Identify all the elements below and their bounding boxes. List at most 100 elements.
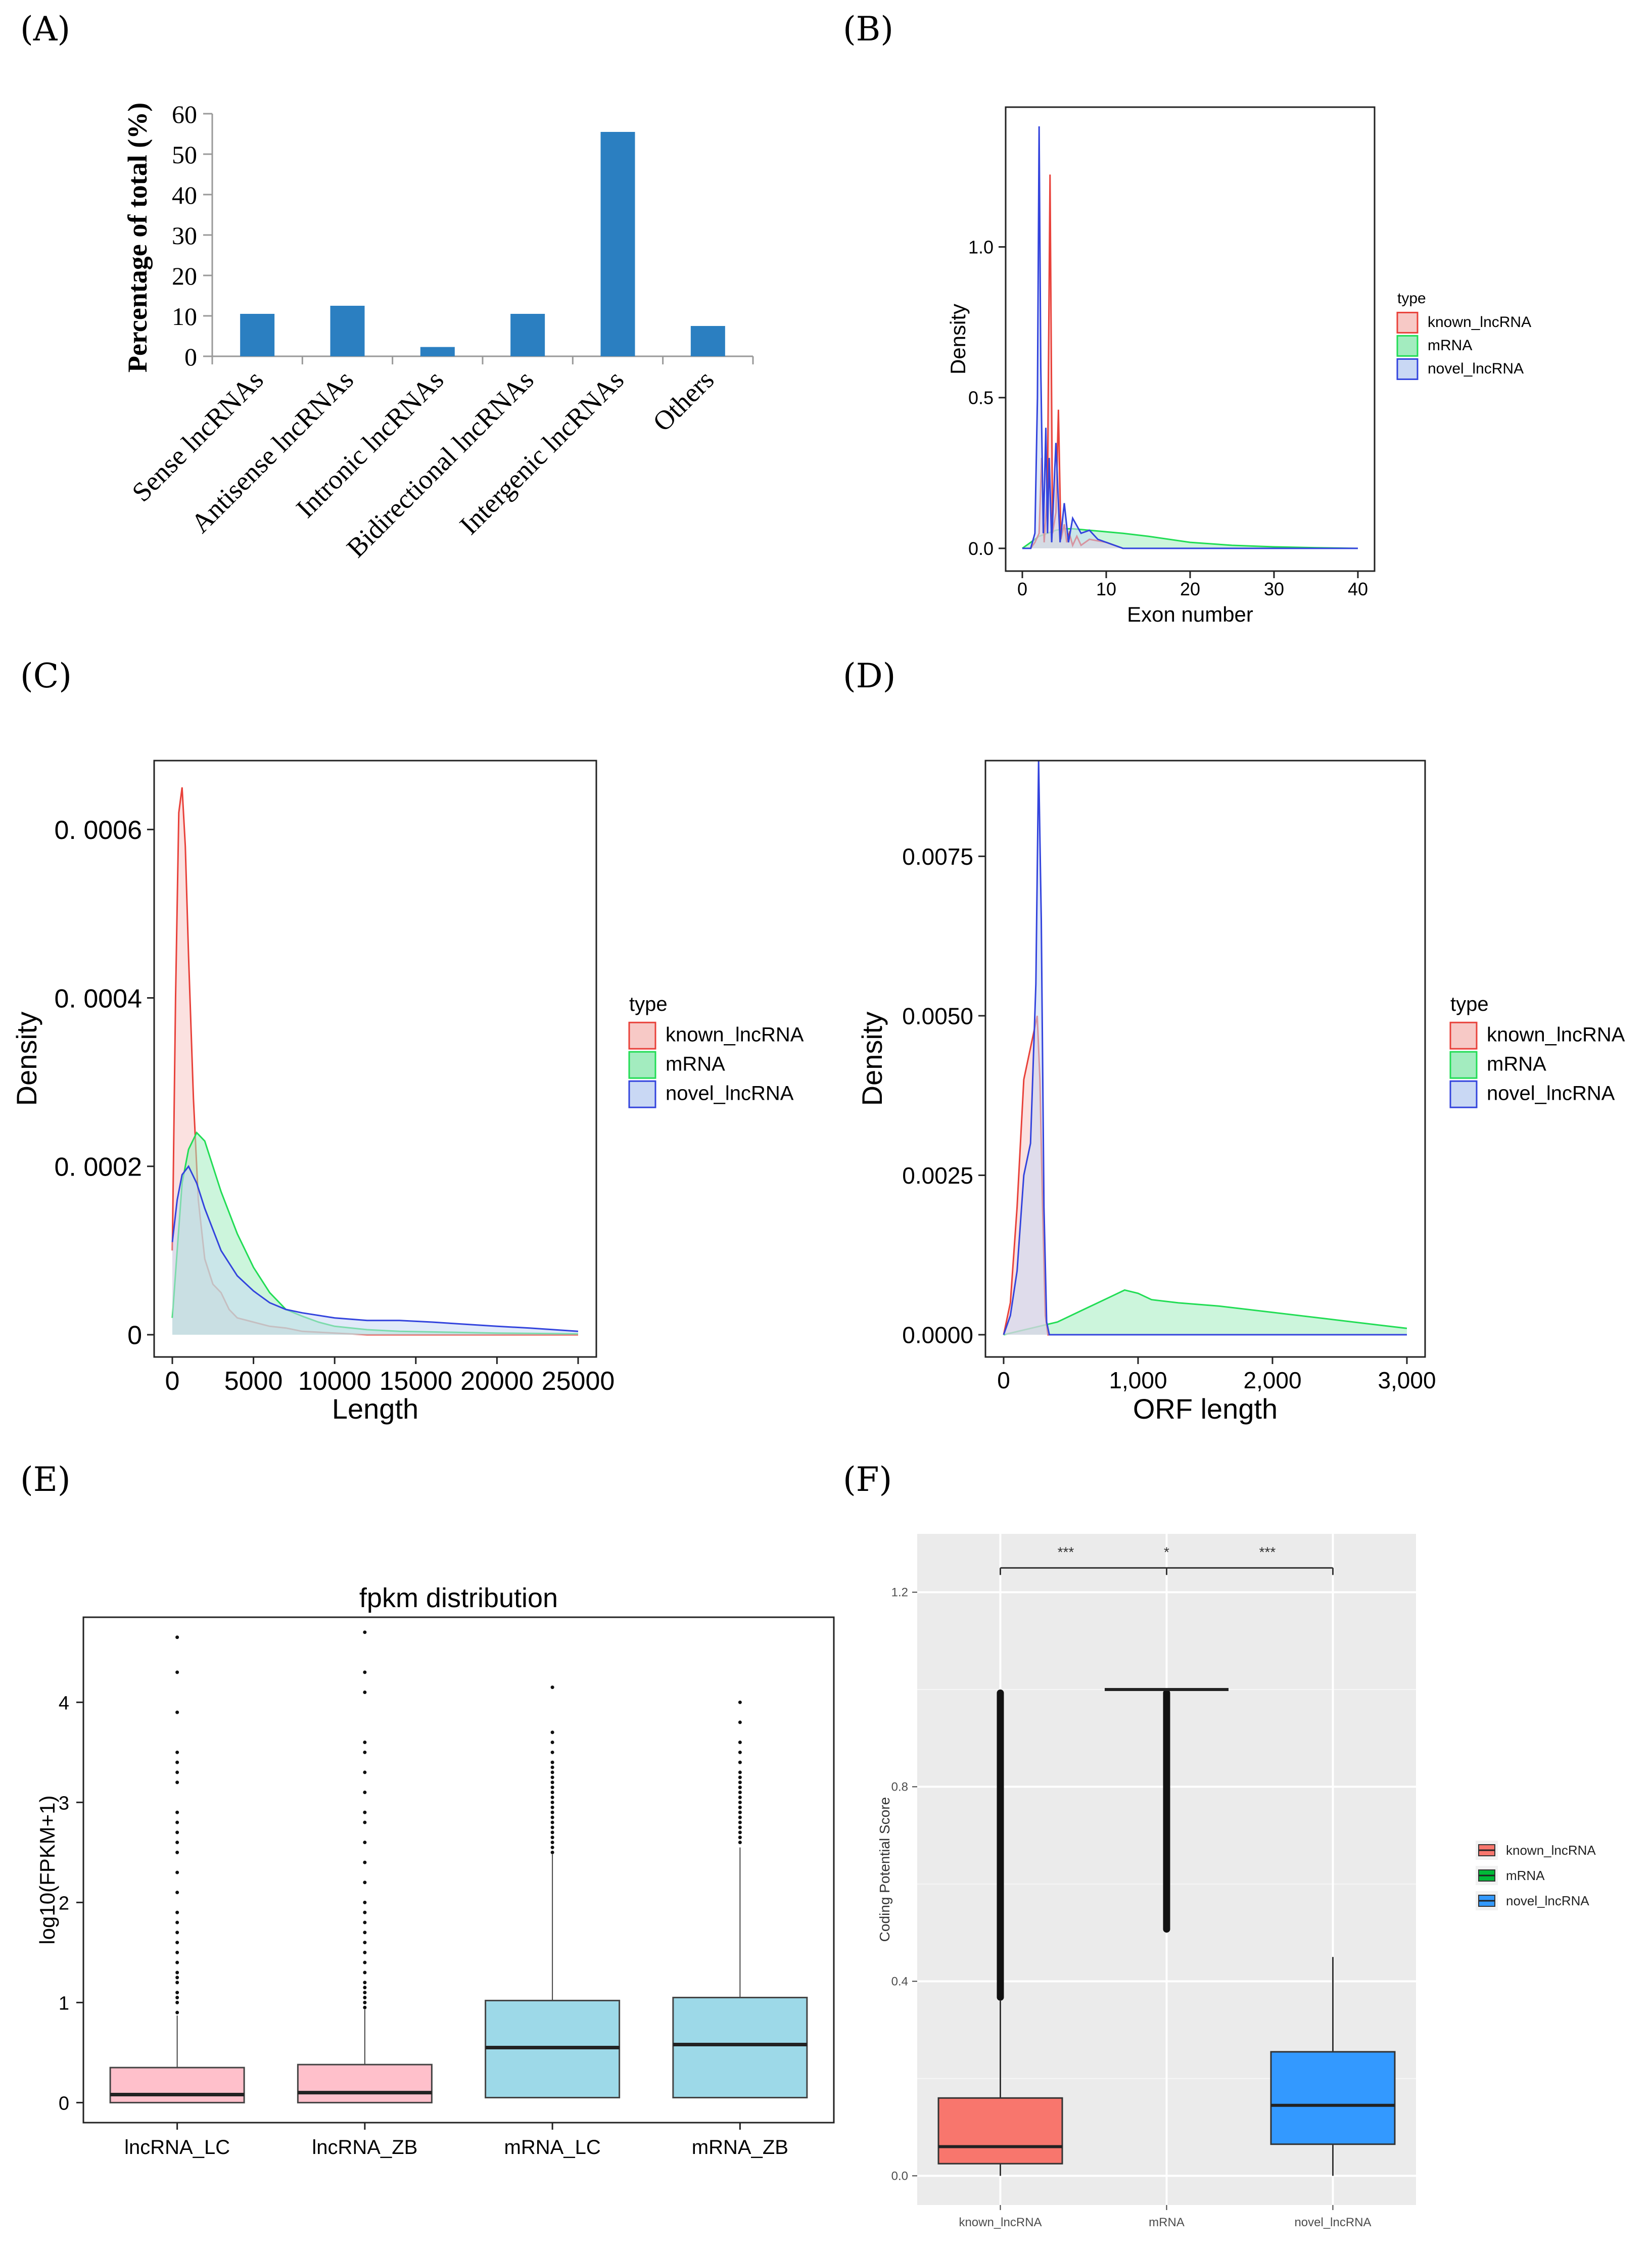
outlier-point	[363, 1841, 367, 1845]
y-axis-title: Density	[856, 1012, 888, 1106]
outlier-point	[550, 1730, 554, 1734]
outlier-point	[738, 1841, 742, 1845]
panel-label-f: (F)	[843, 1460, 892, 1499]
density-line-novel-lncrna	[1022, 126, 1358, 549]
outlier-point	[175, 1976, 179, 1980]
outlier-point	[738, 1820, 742, 1824]
density-area-known-lncrna	[1022, 174, 1358, 548]
density-area-novel-lncrna	[172, 1166, 578, 1335]
x-tick-label: mRNA_ZB	[692, 2136, 788, 2159]
outlier-point	[175, 1931, 179, 1935]
outlier-point	[550, 1841, 554, 1845]
significance-label: ***	[1058, 1544, 1074, 1560]
y-tick-label: 50	[172, 140, 197, 169]
outlier-point	[363, 1750, 367, 1754]
outlier-point	[550, 1791, 554, 1795]
y-tick-label: 0	[59, 2093, 69, 2114]
y-tick-label: 0.0025	[902, 1162, 973, 1189]
x-tick-label: 10	[1096, 579, 1116, 599]
outlier-point	[550, 1831, 554, 1835]
legend-label: mRNA	[1487, 1053, 1546, 1075]
chart-d: 0 1,000 2,000 3,000 0.0000 0.0025 0.0050 0.0075…	[856, 760, 1625, 1425]
outlier-point	[363, 1960, 367, 1964]
y-axis-title: Percentage of total (%)	[122, 103, 153, 372]
outlier-point	[363, 1630, 367, 1634]
outlier-point	[175, 1920, 179, 1925]
x-tick-label: 1,000	[1109, 1367, 1167, 1393]
outlier-point	[363, 1881, 367, 1885]
density-line-novel-lncrna	[171, 1164, 579, 1332]
outlier-point	[738, 1805, 742, 1809]
outlier-point	[363, 1691, 367, 1695]
outlier-point	[550, 1750, 554, 1754]
legend-key	[628, 1051, 656, 1079]
panel-label-d: (D)	[843, 656, 895, 695]
x-tick-label: 0	[997, 1367, 1010, 1393]
outlier-point	[738, 1831, 742, 1835]
outlier-point	[363, 1995, 367, 1999]
outlier-point	[550, 1850, 554, 1854]
legend-label: known_lncRNA	[1487, 1024, 1625, 1046]
outlier-point	[175, 1750, 179, 1754]
y-tick-label: 2	[59, 1893, 69, 1914]
density-area-known-lncrna	[1004, 1015, 1407, 1335]
outlier-point	[175, 1870, 179, 1874]
x-tick-label: 25000	[542, 1367, 615, 1396]
chart-e: fpkm distribution 0 1 2 3 4 log10(FPKM+1) lncRN…	[35, 1583, 835, 2159]
legend-label: novel_lncRNA	[666, 1083, 794, 1105]
plot-frame	[82, 1616, 835, 2124]
outlier-point	[175, 1950, 179, 1954]
legend-label: novel_lncRNA	[1428, 360, 1524, 377]
outlier-point	[363, 2005, 367, 2009]
x-tick-label: mRNA_LC	[504, 2136, 601, 2159]
y-tick-label: 1	[59, 1993, 69, 2014]
outlier-point	[363, 1810, 367, 1814]
y-tick-label: 0. 0002	[55, 1152, 143, 1182]
outlier-point	[363, 1910, 367, 1914]
outlier-point	[738, 1741, 742, 1745]
x-axis-title: ORF length	[1133, 1393, 1278, 1425]
outlier-point	[175, 1760, 179, 1764]
outlier-point	[363, 1741, 367, 1745]
outlier-point	[175, 1770, 179, 1774]
outlier-point	[363, 1971, 367, 1975]
y-tick-label: 0.8	[891, 1780, 908, 1794]
x-tick-label: lncRNA_ZB	[312, 2136, 417, 2159]
x-tick-label: 10000	[298, 1367, 371, 1396]
plot-frame	[984, 760, 1426, 1358]
outlier-point	[175, 1710, 179, 1714]
legend-title: type	[1450, 993, 1489, 1015]
y-tick-label: 1.2	[891, 1585, 908, 1599]
y-tick-label: 10	[172, 302, 197, 331]
box	[937, 2097, 1063, 2165]
panel-label-c: (C)	[20, 656, 72, 695]
bar	[690, 326, 725, 356]
y-tick-label: 4	[59, 1693, 69, 1714]
bar	[600, 132, 635, 356]
outlier-point	[175, 1820, 179, 1824]
outlier-point	[363, 1791, 367, 1795]
legend-key	[1449, 1080, 1478, 1108]
outlier-point	[550, 1786, 554, 1790]
outlier-point	[738, 1770, 742, 1774]
outlier-point	[738, 1800, 742, 1804]
x-tick-label: 40	[1348, 579, 1368, 599]
x-tick-label: 0	[1017, 579, 1027, 599]
outlier-point	[363, 1820, 367, 1824]
x-tick-label: Others	[647, 364, 720, 437]
outlier-point	[175, 1810, 179, 1814]
outlier-point	[363, 1931, 367, 1935]
outlier-point	[363, 1991, 367, 1995]
outlier-point	[175, 1910, 179, 1914]
outlier-point	[738, 1700, 742, 1704]
outlier-point	[550, 1780, 554, 1785]
x-axis-title: Exon number	[1127, 602, 1253, 626]
outlier-point	[550, 1845, 554, 1849]
outlier-point	[738, 1780, 742, 1785]
outlier-point	[363, 1941, 367, 1945]
outlier-point	[175, 1891, 179, 1895]
outlier-point	[175, 1995, 179, 1999]
outlier-point	[175, 1635, 179, 1639]
y-tick-label: 0.0	[968, 538, 994, 559]
y-tick-label: 0.5	[968, 388, 994, 408]
